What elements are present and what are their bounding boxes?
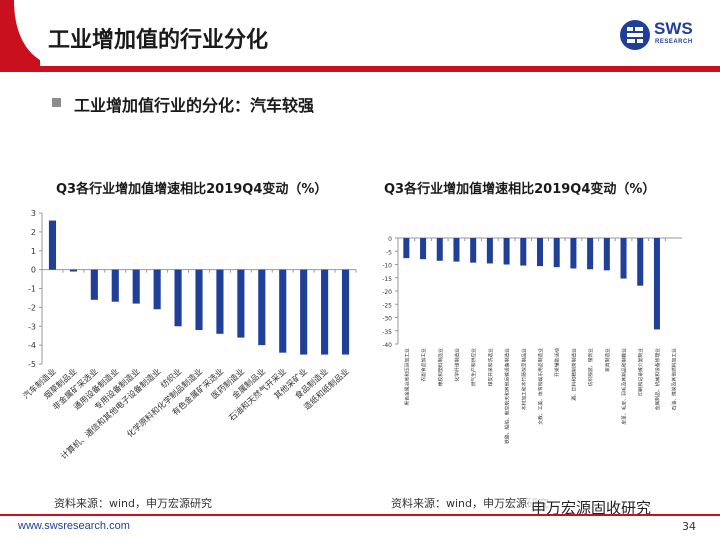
chart-bar [436, 238, 443, 261]
chart-bar [216, 269, 224, 334]
source-note-left: 资料来源：wind，申万宏源研究 [54, 497, 213, 510]
chart-bar [553, 238, 560, 268]
x-tick-label: 化学纤维制造业 [453, 348, 460, 382]
chart-bar [520, 238, 527, 266]
x-tick-label: 石油、煤炭及其他燃料加工业 [671, 348, 678, 411]
x-tick-label: 家具制造业 [604, 348, 611, 372]
sws-logo [620, 20, 650, 50]
header-bar [0, 66, 720, 72]
footer-url: www.swsresearch.com [18, 520, 130, 532]
chart-bar [486, 238, 493, 264]
chart-bar [536, 238, 544, 267]
x-tick-label: 铁路、船舶、航空航天和其他运输设备制造业 [504, 348, 511, 444]
slide-title: 工业增加值的行业分化 [48, 28, 269, 53]
bullet-square [52, 98, 61, 107]
y-tick-label: -15 [382, 276, 392, 283]
chart-bar [453, 238, 460, 262]
y-tick-label: 0 [388, 236, 392, 243]
y-tick-label: -5 [28, 360, 36, 369]
chart-bar [153, 269, 161, 310]
chart-bar [620, 238, 627, 279]
x-tick-label: 印刷和记录媒介复制业 [637, 348, 644, 396]
x-tick-label: 木材加工和木竹藤棕草制品业 [520, 348, 527, 411]
x-tick-label: 文教、工美、体育和娱乐用品制造业 [537, 348, 544, 425]
x-tick-label: 燃气生产和供应业 [470, 348, 477, 387]
source-note-right: 资料来源：wind，申万宏源研究 [391, 497, 550, 510]
y-tick-label: -35 [382, 329, 392, 336]
y-tick-label: -2 [28, 303, 36, 312]
x-tick-label: 黑色金属冶炼和压延加工业 [403, 348, 410, 406]
y-tick-label: -10 [382, 263, 392, 270]
x-tick-label: 金属制品、机械和设备修理业 [654, 348, 661, 411]
x-tick-label: 酒、饮料和精制茶制造业 [570, 348, 577, 401]
chart-bar [69, 269, 77, 272]
chart-bar [132, 269, 140, 304]
chart-bar [403, 238, 410, 259]
y-tick-label: 0 [31, 266, 36, 275]
chart-bar [637, 238, 644, 286]
y-tick-label: -4 [28, 341, 36, 350]
y-tick-label: 2 [31, 228, 36, 237]
header-corner-decoration [0, 0, 40, 66]
chart-bar [470, 238, 477, 263]
chart-bar [174, 269, 182, 327]
logo-text: SWS [654, 19, 693, 38]
page-number: 34 [682, 520, 696, 533]
chart-bar [237, 269, 245, 338]
chart-bar [341, 269, 350, 355]
x-tick-label: 开采辅助活动 [554, 348, 561, 377]
y-tick-label: -5 [386, 249, 392, 256]
chart-bar [503, 238, 510, 265]
chart-bar [195, 269, 203, 331]
chart-bar [258, 269, 266, 346]
chart-bar [48, 220, 57, 270]
y-tick-label: -25 [382, 302, 392, 309]
chart-bar [321, 269, 329, 355]
x-tick-label: 橡胶和塑料制品业 [437, 348, 444, 387]
y-tick-label: -20 [382, 289, 392, 296]
x-tick-label: 纺织服装、服饰业 [587, 348, 594, 387]
y-tick-label: -1 [28, 285, 36, 294]
chart-right-title: Q3各行业增加值增速相比2019Q4变动（%） [384, 182, 656, 197]
chart-left-title: Q3各行业增加值增速相比2019Q4变动（%） [56, 182, 328, 197]
y-tick-label: -30 [382, 316, 392, 323]
y-tick-label: 3 [31, 209, 36, 218]
chart-bar [587, 238, 594, 270]
footer-line [0, 514, 720, 516]
chart-bar [279, 269, 287, 353]
logo-subtext: RESEARCH [655, 39, 693, 45]
chart-bar [300, 269, 308, 355]
chart-bar [90, 269, 98, 300]
x-tick-label: 煤炭开采和洗选业 [487, 348, 494, 387]
y-tick-label: -3 [28, 322, 36, 331]
chart-bar [653, 238, 660, 330]
y-tick-label: -40 [382, 342, 392, 349]
chart-bar [603, 238, 610, 271]
watermark-text: 申万宏源固收研究 [528, 496, 655, 519]
x-tick-label: 农副食品加工业 [420, 348, 427, 382]
x-tick-label: 皮革、毛皮、羽毛及其制品和制鞋业 [621, 348, 628, 425]
y-tick-label: 1 [31, 247, 36, 256]
chart-bar [420, 238, 427, 260]
section-subtitle: 工业增加值行业的分化：汽车较强 [74, 96, 315, 115]
chart-bar [570, 238, 577, 269]
chart-bar [111, 269, 119, 302]
